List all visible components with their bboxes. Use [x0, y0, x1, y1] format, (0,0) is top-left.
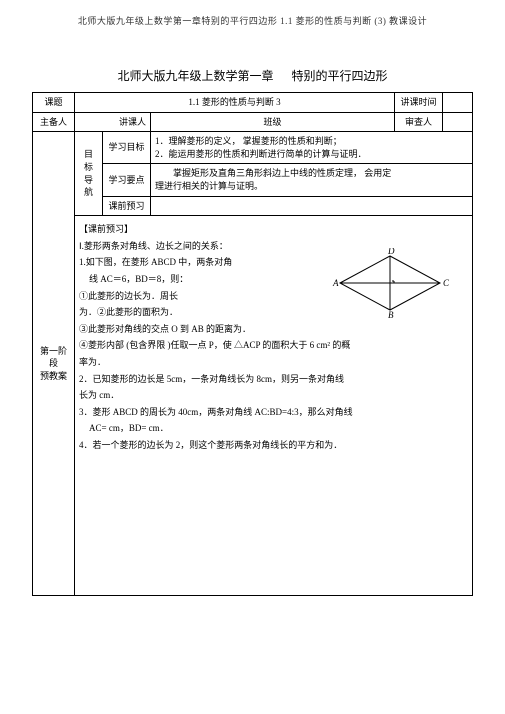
label-lecturer: 讲课人: [119, 116, 146, 129]
title-left: 北师大版九年级上数学第一章: [117, 69, 273, 83]
label-topic: 课题: [33, 93, 75, 113]
body-p6b: 率为．: [79, 356, 468, 369]
body-p5: ③此菱形对角线的交点 O 到 AB 的距离为．: [79, 323, 468, 336]
preview-blank: [151, 196, 473, 216]
body-p7b: 长为 cm．: [79, 389, 468, 402]
body-p9: 4．若一个菱形的边长为 2，则这个菱形两条对角线长的平方和为．: [79, 439, 468, 452]
guide-side: 目标导航: [75, 132, 103, 216]
label-reviewer: 审查人: [395, 112, 443, 132]
stage-side: 第一阶段预教案: [33, 132, 75, 596]
label-key: 学习要点: [103, 164, 151, 196]
label-goal: 学习目标: [103, 132, 151, 164]
rhombus-diagram: A C D B: [330, 248, 450, 318]
body-p8: 3．菱形 ABCD 的周长为 40cm，两条对角线 AC:BD=4:3，那么对角…: [79, 406, 468, 419]
label-author: 主备人: [33, 112, 75, 132]
body-p7: 2．已知菱形的边长是 5cm，一条对角线长为 8cm，则另一条对角线: [79, 373, 468, 386]
label-class: 班级: [151, 112, 395, 132]
key-line1: 掌握矩形及直角三角形斜边上中线的性质定理， 会用定: [155, 167, 468, 180]
row-topic: 课题 1.1 菱形的性质与判断 3 讲课时间: [33, 93, 473, 113]
label-time: 讲课时间: [395, 93, 443, 113]
goal-line1: 1．理解菱形的定义， 掌握菱形的性质和判断；: [155, 135, 468, 148]
vertex-b: B: [388, 310, 394, 318]
label-preview: 课前预习: [103, 196, 151, 216]
row-people: 主备人 讲课人 班级 审查人: [33, 112, 473, 132]
body-p8b: AC= cm，BD= cm．: [79, 422, 468, 435]
goal-text: 1．理解菱形的定义， 掌握菱形的性质和判断； 2．能运用菱形的性质和判断进行简单…: [151, 132, 473, 164]
time-value: [443, 93, 473, 113]
vertex-c: C: [443, 278, 450, 288]
lesson-plan-table: 课题 1.1 菱形的性质与判断 3 讲课时间 主备人 讲课人 班级 审查人 第一…: [32, 92, 473, 596]
topic-value: 1.1 菱形的性质与判断 3: [75, 93, 395, 113]
body-p6: ④菱形内部 (包含界限 )任取一点 P，使 △ACP 的面积大于 6 cm² 的…: [79, 339, 468, 352]
reviewer-value: [443, 112, 473, 132]
body-h: 【课前预习】: [79, 223, 468, 236]
vertex-a: A: [332, 278, 339, 288]
body-cell: A C D B 【课前预习】 Ⅰ.菱形两条对角线、边长之间的关系： 1.如下图，…: [75, 216, 473, 596]
body-p6-a: ④菱形内部 (包含界限 )任取一点 P，使 △ACP 的面积大于 6 cm² 的…: [79, 340, 350, 350]
key-line2: 理进行相关的计算与证明。: [155, 180, 468, 193]
title-right: 特别的平行四边形: [292, 69, 388, 83]
page-running-header: 北师大版九年级上数学第一章特别的平行四边形 1.1 菱形的性质与判断 (3) 教…: [32, 14, 473, 27]
doc-title: 北师大版九年级上数学第一章 特别的平行四边形: [32, 67, 473, 84]
key-text: 掌握矩形及直角三角形斜边上中线的性质定理， 会用定 理进行相关的计算与证明。: [151, 164, 473, 196]
vertex-d: D: [387, 248, 395, 256]
goal-line2: 2．能运用菱形的性质和判断进行简单的计算与证明．: [155, 148, 468, 161]
